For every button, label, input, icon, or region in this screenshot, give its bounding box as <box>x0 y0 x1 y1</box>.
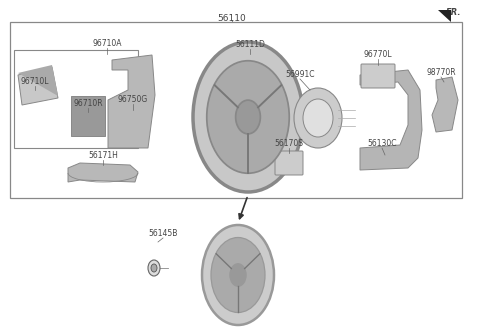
FancyBboxPatch shape <box>361 64 395 88</box>
Polygon shape <box>18 67 58 105</box>
Text: 96710A: 96710A <box>92 39 122 48</box>
Polygon shape <box>108 55 155 148</box>
Text: 96750G: 96750G <box>118 95 148 104</box>
FancyBboxPatch shape <box>71 96 105 136</box>
Text: 56991C: 56991C <box>285 70 315 79</box>
Ellipse shape <box>236 100 260 134</box>
Ellipse shape <box>294 88 342 148</box>
Text: 98770R: 98770R <box>426 68 456 77</box>
Ellipse shape <box>202 225 274 325</box>
Text: FR.: FR. <box>446 8 461 17</box>
Ellipse shape <box>230 264 246 286</box>
Ellipse shape <box>151 264 157 272</box>
Bar <box>14 50 138 148</box>
Ellipse shape <box>193 42 303 192</box>
Text: 56171H: 56171H <box>88 151 118 160</box>
Ellipse shape <box>211 237 265 313</box>
Polygon shape <box>432 77 458 132</box>
Text: 56110: 56110 <box>217 14 246 23</box>
Polygon shape <box>360 70 422 170</box>
Text: 56170S: 56170S <box>275 139 303 148</box>
Bar <box>10 22 462 198</box>
Polygon shape <box>18 65 58 96</box>
Ellipse shape <box>207 61 289 173</box>
FancyBboxPatch shape <box>275 151 303 175</box>
Ellipse shape <box>148 260 160 276</box>
Polygon shape <box>68 163 138 182</box>
Text: 56111D: 56111D <box>235 40 265 49</box>
Text: 96710R: 96710R <box>73 99 103 108</box>
Polygon shape <box>438 10 451 22</box>
Ellipse shape <box>303 99 333 137</box>
Text: 96710L: 96710L <box>21 77 49 86</box>
Text: 56130C: 56130C <box>367 139 397 148</box>
Text: 56145B: 56145B <box>148 229 178 238</box>
Text: 96770L: 96770L <box>364 50 392 59</box>
